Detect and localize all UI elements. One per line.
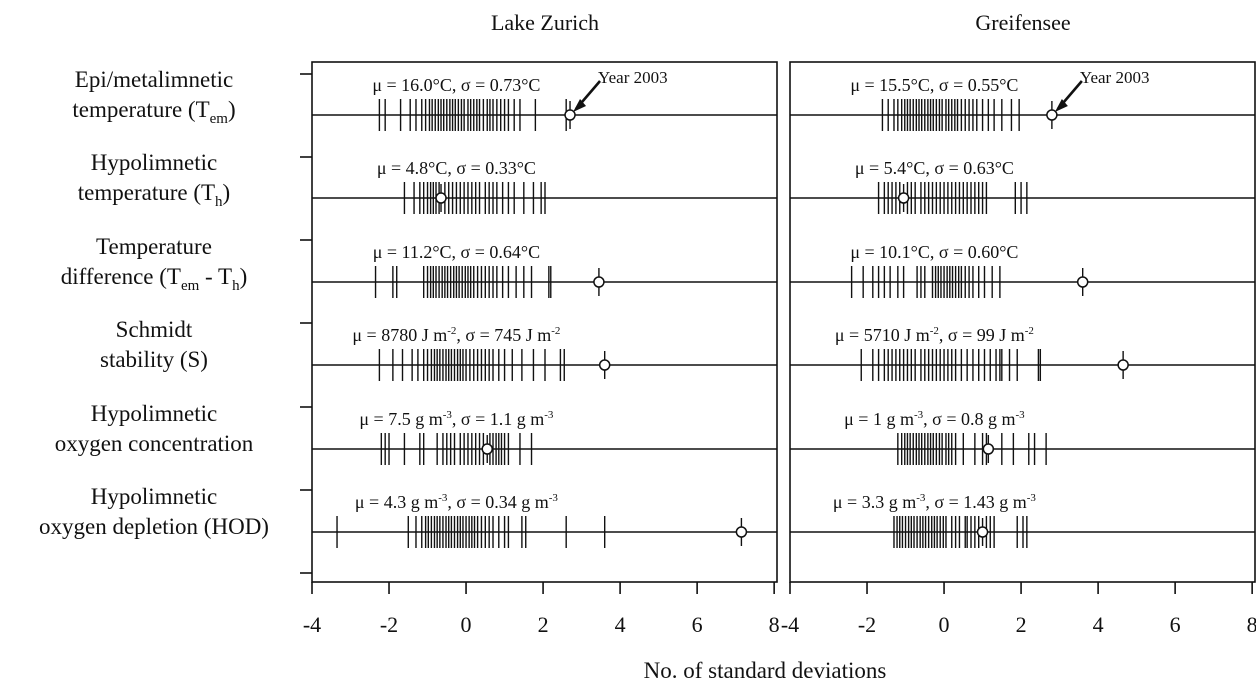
row-label-5-line-0: Hypolimnetic bbox=[91, 484, 217, 509]
x-tick-label-6: 6 bbox=[1170, 612, 1181, 637]
year-2003-marker bbox=[564, 109, 576, 121]
row-label-0-line-1: temperature (Tem) bbox=[72, 97, 235, 127]
stat-label: μ = 11.2°C, σ = 0.64°C bbox=[373, 242, 540, 262]
year-2003-marker bbox=[735, 526, 748, 538]
year-2003-marker bbox=[481, 443, 493, 455]
row-label-1-line-0: Hypolimnetic bbox=[91, 150, 217, 175]
stat-label: μ = 5710 J m-2, σ = 99 J m-2 bbox=[835, 325, 1034, 345]
year-2003-marker bbox=[593, 276, 605, 288]
stat-label: μ = 1 g m-3, σ = 0.8 g m-3 bbox=[844, 409, 1025, 429]
x-tick-label-6: 6 bbox=[692, 612, 703, 637]
panel-frame bbox=[311, 61, 778, 583]
row-label-1-line-1: temperature (Th) bbox=[78, 180, 230, 210]
row-label-2-line-1: difference (Tem - Th) bbox=[61, 264, 248, 294]
annotation-label: Year 2003 bbox=[1080, 68, 1150, 87]
annotation-arrow-head bbox=[1054, 99, 1068, 112]
stat-label: μ = 4.3 g m-3, σ = 0.34 g m-3 bbox=[355, 492, 559, 512]
strip-row-5: μ = 3.3 g m-3, σ = 1.43 g m-3 bbox=[790, 492, 1255, 548]
strip-row-3: μ = 8780 J m-2, σ = 745 J m-2 bbox=[312, 325, 777, 381]
strip-row-1: μ = 5.4°C, σ = 0.63°C bbox=[790, 158, 1255, 214]
panel-1: Greifensee -4 -2 0 2 4 6 8 μ = 15.5°C, σ = 0.55°… bbox=[781, 10, 1256, 637]
stat-label: μ = 4.8°C, σ = 0.33°C bbox=[377, 158, 536, 178]
x-axis-title: No. of standard deviations bbox=[644, 658, 887, 683]
x-tick-label-0: 0 bbox=[939, 612, 950, 637]
year-2003-marker bbox=[1076, 276, 1089, 288]
strip-row-4: μ = 7.5 g m-3, σ = 1.1 g m-3 bbox=[312, 409, 777, 465]
year-2003-marker bbox=[1046, 109, 1058, 121]
x-tick-label--4: -4 bbox=[781, 612, 799, 637]
annotation-label: Year 2003 bbox=[598, 68, 668, 87]
strip-row-3: μ = 5710 J m-2, σ = 99 J m-2 bbox=[790, 325, 1255, 381]
year-2003-annotation: Year 2003 bbox=[573, 68, 668, 112]
x-tick-label--2: -2 bbox=[858, 612, 876, 637]
strip-row-2: μ = 10.1°C, σ = 0.60°C bbox=[790, 242, 1255, 298]
x-tick-label-0: 0 bbox=[461, 612, 472, 637]
stat-label: μ = 16.0°C, σ = 0.73°C bbox=[372, 75, 540, 95]
x-tick-label-4: 4 bbox=[1093, 612, 1104, 637]
row-label-4-line-1: oxygen concentration bbox=[55, 431, 254, 456]
strip-row-1: μ = 4.8°C, σ = 0.33°C bbox=[312, 158, 777, 214]
strip-row-4: μ = 1 g m-3, σ = 0.8 g m-3 bbox=[790, 409, 1255, 465]
strip-row-5: μ = 4.3 g m-3, σ = 0.34 g m-3 bbox=[312, 492, 777, 548]
panel-title: Lake Zurich bbox=[491, 10, 599, 35]
x-tick-label-2: 2 bbox=[538, 612, 549, 637]
stat-label: μ = 8780 J m-2, σ = 745 J m-2 bbox=[352, 325, 560, 345]
x-tick-label-8: 8 bbox=[769, 612, 780, 637]
strip-row-0: μ = 15.5°C, σ = 0.55°C Year 2003 bbox=[790, 68, 1255, 131]
panel-frame bbox=[789, 61, 1256, 583]
row-label-5-line-1: oxygen depletion (HOD) bbox=[39, 514, 269, 539]
x-tick-label-4: 4 bbox=[615, 612, 626, 637]
row-label-2-line-0: Temperature bbox=[96, 234, 212, 259]
strip-row-2: μ = 11.2°C, σ = 0.64°C bbox=[312, 242, 777, 298]
stat-label: μ = 7.5 g m-3, σ = 1.1 g m-3 bbox=[359, 409, 554, 429]
stat-label: μ = 5.4°C, σ = 0.63°C bbox=[855, 158, 1014, 178]
strip-row-0: μ = 16.0°C, σ = 0.73°C Year 2003 bbox=[312, 68, 777, 131]
row-label-4-line-0: Hypolimnetic bbox=[91, 401, 217, 426]
year-2003-annotation: Year 2003 bbox=[1054, 68, 1150, 112]
year-2003-marker bbox=[435, 192, 447, 204]
x-tick-label-2: 2 bbox=[1016, 612, 1027, 637]
panel-title: Greifensee bbox=[975, 10, 1070, 35]
row-label-3-line-0: Schmidt bbox=[116, 317, 193, 342]
row-label-3-line-1: stability (S) bbox=[100, 347, 208, 372]
x-tick-label-8: 8 bbox=[1247, 612, 1256, 637]
year-2003-marker bbox=[598, 359, 611, 371]
x-tick-label--4: -4 bbox=[303, 612, 321, 637]
row-label-0-line-0: Epi/metalimnetic bbox=[75, 67, 233, 92]
year-2003-marker bbox=[1117, 359, 1129, 371]
stat-label: μ = 10.1°C, σ = 0.60°C bbox=[850, 242, 1018, 262]
year-2003-marker bbox=[976, 526, 989, 538]
stat-label: μ = 15.5°C, σ = 0.55°C bbox=[850, 75, 1018, 95]
year-2003-marker bbox=[982, 443, 995, 455]
year-2003-marker bbox=[897, 192, 910, 204]
panel-0: Lake Zurich -4 -2 0 2 4 6 8 μ = 16.0°C, σ = 0.73… bbox=[300, 10, 780, 637]
x-tick-label--2: -2 bbox=[380, 612, 398, 637]
annotation-arrow-head bbox=[573, 99, 587, 112]
stat-label: μ = 3.3 g m-3, σ = 1.43 g m-3 bbox=[833, 492, 1037, 512]
